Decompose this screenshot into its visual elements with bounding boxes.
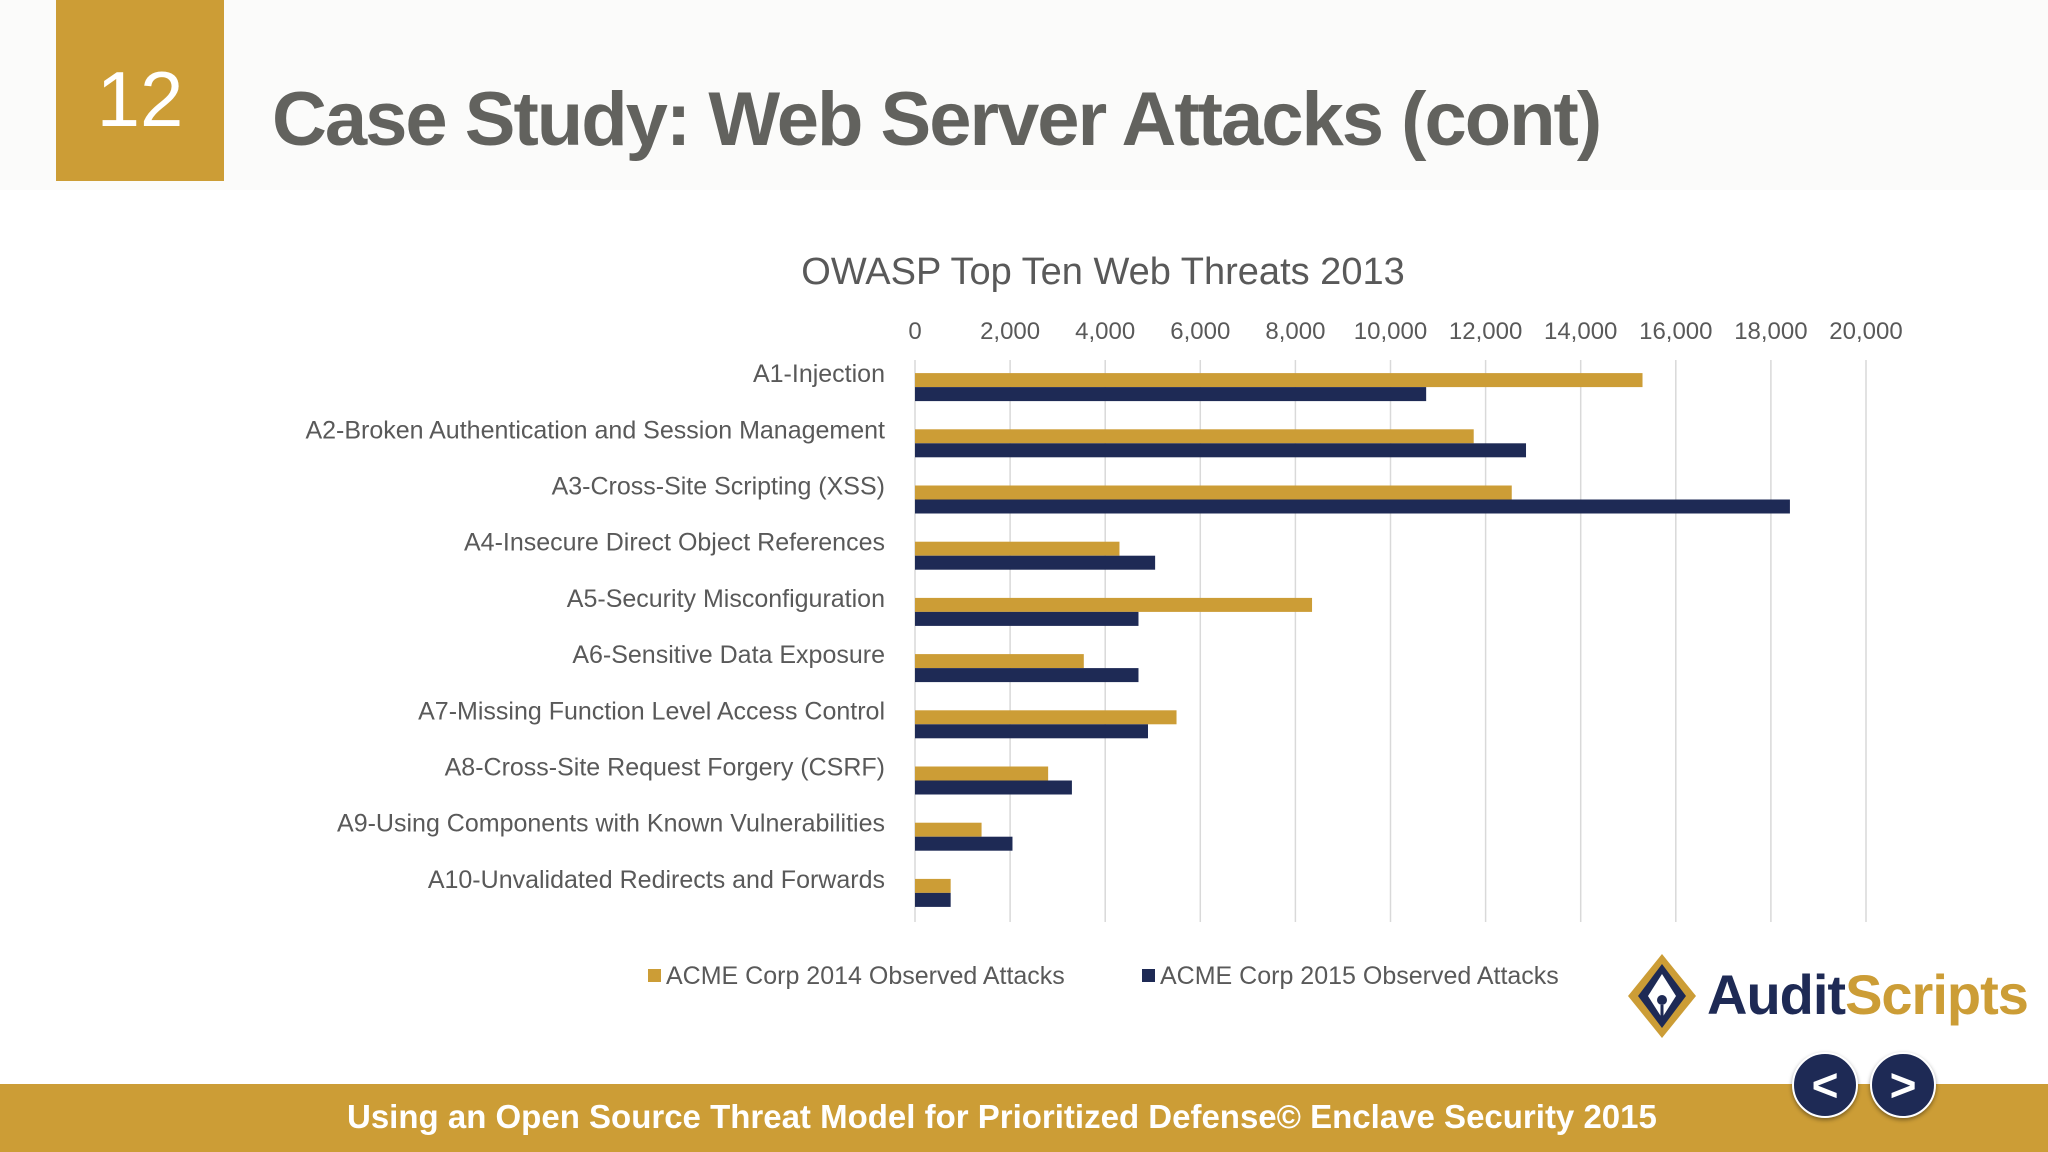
bar-series-1 xyxy=(915,878,951,893)
x-tick-label: 12,000 xyxy=(1449,318,1522,345)
bar-series-1 xyxy=(915,429,1474,444)
x-tick-label: 10,000 xyxy=(1354,318,1427,345)
x-tick-label: 14,000 xyxy=(1544,318,1617,345)
bar-series-1 xyxy=(915,373,1643,388)
category-label: A6-Sensitive Data Exposure xyxy=(572,641,885,669)
bar-series-2 xyxy=(915,611,1139,626)
category-label: A9-Using Components with Known Vulnerabi… xyxy=(337,810,885,838)
x-tick-label: 16,000 xyxy=(1639,318,1712,345)
slide-number: 12 xyxy=(96,55,184,143)
bar-series-1 xyxy=(915,485,1512,500)
bar-series-2 xyxy=(915,387,1427,402)
bar-series-2 xyxy=(915,499,1790,514)
bar-series-1 xyxy=(915,654,1084,669)
bar-series-1 xyxy=(915,710,1177,725)
category-label: A4-Insecure Direct Object References xyxy=(464,529,885,557)
legend-label: ACME Corp 2015 Observed Attacks xyxy=(1160,962,1559,990)
bar-series-2 xyxy=(915,724,1148,739)
header-band xyxy=(0,0,2048,190)
category-label: A1-Injection xyxy=(753,360,885,388)
pen-nib-icon xyxy=(1628,954,1696,1038)
bars xyxy=(915,373,1790,907)
logo-wordmark: AuditScripts xyxy=(1707,962,2029,1027)
slide-number-box: 12 xyxy=(56,0,224,181)
logo-word-audit: Audit xyxy=(1707,963,1846,1026)
x-tick-label: 18,000 xyxy=(1734,318,1807,345)
category-label: A10-Unvalidated Redirects and Forwards xyxy=(428,866,885,894)
bar-series-2 xyxy=(915,443,1527,458)
legend: ACME Corp 2014 Observed Attacks ACME Corp… xyxy=(648,962,1559,990)
x-tick-label: 6,000 xyxy=(1170,318,1230,345)
bar-series-2 xyxy=(915,555,1156,570)
next-slide-button[interactable]: > xyxy=(1870,1052,1936,1118)
x-tick-label: 0 xyxy=(908,318,921,345)
category-label: A2-Broken Authentication and Session Man… xyxy=(305,416,885,444)
x-tick-label: 4,000 xyxy=(1075,318,1135,345)
category-label: A3-Cross-Site Scripting (XSS) xyxy=(552,473,885,501)
bar-series-1 xyxy=(915,822,982,837)
bar-series-2 xyxy=(915,780,1072,795)
legend-label: ACME Corp 2014 Observed Attacks xyxy=(666,962,1065,990)
logo-word-scripts: Scripts xyxy=(1845,963,2029,1026)
bar-series-1 xyxy=(915,766,1049,781)
category-label: A5-Security Misconfiguration xyxy=(567,585,885,613)
footer-bar xyxy=(0,1084,2048,1152)
x-tick-label: 20,000 xyxy=(1829,318,1902,345)
x-tick-label: 8,000 xyxy=(1265,318,1325,345)
chart-title: OWASP Top Ten Web Threats 2013 xyxy=(801,251,1404,293)
bar-series-1 xyxy=(915,597,1313,612)
category-labels: A1-Injection A2-Broken Authentication and… xyxy=(305,360,885,894)
legend-swatch xyxy=(648,969,661,982)
bar-series-2 xyxy=(915,836,1013,851)
auditscripts-logo: AuditScripts xyxy=(1622,950,2032,1040)
category-label: A8-Cross-Site Request Forgery (CSRF) xyxy=(445,754,885,782)
legend-swatch xyxy=(1142,969,1155,982)
bar-series-2 xyxy=(915,668,1139,683)
bar-series-1 xyxy=(915,541,1120,556)
slide-title: Case Study: Web Server Attacks (cont) xyxy=(272,77,1602,162)
previous-slide-button[interactable]: < xyxy=(1792,1052,1858,1118)
x-tick-label: 2,000 xyxy=(980,318,1040,345)
category-label: A7-Missing Function Level Access Control xyxy=(418,697,885,725)
bar-series-2 xyxy=(915,892,951,907)
x-axis-ticks: 0 2,000 4,000 6,000 8,000 10,000 12,000 14,000 1… xyxy=(908,318,1902,345)
footer-text: Using an Open Source Threat Model for Pr… xyxy=(347,1098,1657,1135)
